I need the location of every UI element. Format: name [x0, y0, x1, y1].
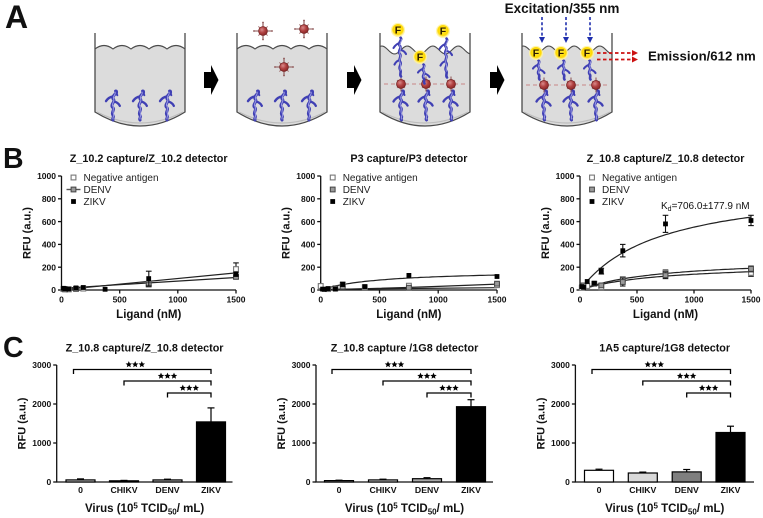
svg-text:RFU (a.u.): RFU (a.u.) [22, 207, 34, 259]
svg-text:0: 0 [570, 285, 575, 295]
svg-text:A: A [5, 0, 28, 35]
svg-text:400: 400 [301, 240, 315, 250]
svg-text:600: 600 [301, 217, 315, 227]
svg-text:3000: 3000 [32, 360, 51, 370]
svg-text:Virus (105 TCID50/ mL): Virus (105 TCID50/ mL) [345, 502, 464, 517]
svg-text:ZIKV: ZIKV [461, 485, 481, 495]
svg-text:Z_10.8 capture/Z_10.8 detector: Z_10.8 capture/Z_10.8 detector [66, 343, 225, 355]
svg-text:Z_10.8 capture/Z_10.8 detector: Z_10.8 capture/Z_10.8 detector [587, 153, 746, 165]
svg-text:1000: 1000 [551, 438, 570, 448]
svg-text:ZIKV: ZIKV [84, 197, 107, 208]
svg-text:500: 500 [113, 295, 127, 305]
svg-text:800: 800 [560, 194, 574, 204]
svg-text:ZIKV: ZIKV [343, 197, 366, 208]
svg-text:0: 0 [78, 485, 83, 495]
svg-text:200: 200 [42, 262, 56, 272]
svg-text:DENV: DENV [84, 185, 112, 196]
svg-text:500: 500 [372, 295, 386, 305]
svg-text:Negative antigen: Negative antigen [343, 173, 418, 184]
svg-text:800: 800 [301, 194, 315, 204]
svg-text:ZIKV: ZIKV [602, 197, 625, 208]
svg-text:CHIKV: CHIKV [369, 485, 396, 495]
svg-text:1000: 1000 [37, 171, 56, 181]
svg-text:1000: 1000 [685, 295, 704, 305]
svg-text:RFU (a.u.): RFU (a.u.) [17, 397, 29, 449]
svg-text:2000: 2000 [551, 399, 570, 409]
svg-text:1000: 1000 [32, 438, 51, 448]
svg-text:0: 0 [46, 477, 51, 487]
svg-text:Z_10.2 capture/Z_10.2 detector: Z_10.2 capture/Z_10.2 detector [70, 153, 229, 165]
svg-text:CHIKV: CHIKV [629, 485, 656, 495]
svg-text:RFU (a.u.): RFU (a.u.) [281, 207, 293, 259]
svg-text:800: 800 [42, 194, 56, 204]
svg-text:200: 200 [560, 262, 574, 272]
svg-text:Kd=706.0±177.9 nM: Kd=706.0±177.9 nM [661, 201, 750, 213]
svg-text:1000: 1000 [429, 295, 448, 305]
svg-text:1000: 1000 [168, 295, 187, 305]
svg-text:400: 400 [560, 240, 574, 250]
svg-text:0: 0 [310, 285, 315, 295]
svg-text:1500: 1500 [227, 295, 246, 305]
svg-text:DENV: DENV [415, 485, 439, 495]
svg-text:2000: 2000 [292, 399, 311, 409]
svg-text:DENV: DENV [155, 485, 179, 495]
svg-text:DENV: DENV [343, 185, 371, 196]
svg-text:C: C [3, 332, 24, 364]
svg-text:400: 400 [42, 240, 56, 250]
svg-text:Z_10.8 capture /1G8 detector: Z_10.8 capture /1G8 detector [331, 343, 479, 355]
svg-text:Ligand (nM): Ligand (nM) [376, 309, 441, 321]
svg-text:RFU (a.u.): RFU (a.u.) [535, 397, 547, 449]
svg-text:500: 500 [630, 295, 644, 305]
svg-text:0: 0 [59, 295, 64, 305]
svg-text:Negative antigen: Negative antigen [602, 173, 677, 184]
svg-text:DENV: DENV [602, 185, 630, 196]
svg-text:0: 0 [597, 485, 602, 495]
svg-text:3000: 3000 [292, 360, 311, 370]
svg-text:0: 0 [318, 295, 323, 305]
svg-text:ZIKV: ZIKV [721, 485, 741, 495]
svg-text:0: 0 [337, 485, 342, 495]
svg-text:Negative antigen: Negative antigen [84, 173, 159, 184]
svg-text:DENV: DENV [675, 485, 699, 495]
svg-text:3000: 3000 [551, 360, 570, 370]
svg-text:0: 0 [565, 477, 570, 487]
svg-text:1000: 1000 [296, 171, 315, 181]
svg-text:1500: 1500 [488, 295, 507, 305]
svg-text:0: 0 [51, 285, 56, 295]
svg-text:Virus (105 TCID50/ mL): Virus (105 TCID50/ mL) [85, 502, 204, 517]
svg-text:Virus (105 TCID50/ mL): Virus (105 TCID50/ mL) [605, 502, 724, 517]
svg-text:CHIKV: CHIKV [110, 485, 137, 495]
svg-text:0: 0 [306, 477, 311, 487]
svg-text:RFU (a.u.): RFU (a.u.) [276, 397, 288, 449]
svg-text:Excitation/355 nm: Excitation/355 nm [505, 1, 620, 16]
svg-text:1500: 1500 [742, 295, 761, 305]
svg-text:ZIKV: ZIKV [201, 485, 221, 495]
svg-text:1000: 1000 [292, 438, 311, 448]
svg-text:Ligand (nM): Ligand (nM) [116, 309, 181, 321]
svg-text:0: 0 [578, 295, 583, 305]
svg-text:200: 200 [301, 262, 315, 272]
svg-text:2000: 2000 [32, 399, 51, 409]
svg-text:B: B [3, 143, 24, 175]
svg-text:P3 capture/P3 detector: P3 capture/P3 detector [350, 153, 468, 165]
svg-text:1000: 1000 [556, 171, 575, 181]
svg-text:600: 600 [560, 217, 574, 227]
svg-text:600: 600 [42, 217, 56, 227]
svg-text:Emission/612 nm: Emission/612 nm [648, 49, 756, 64]
svg-text:1A5 capture/1G8 detector: 1A5 capture/1G8 detector [599, 343, 731, 355]
svg-text:RFU (a.u.): RFU (a.u.) [540, 207, 552, 259]
svg-text:Ligand (nM): Ligand (nM) [633, 309, 698, 321]
